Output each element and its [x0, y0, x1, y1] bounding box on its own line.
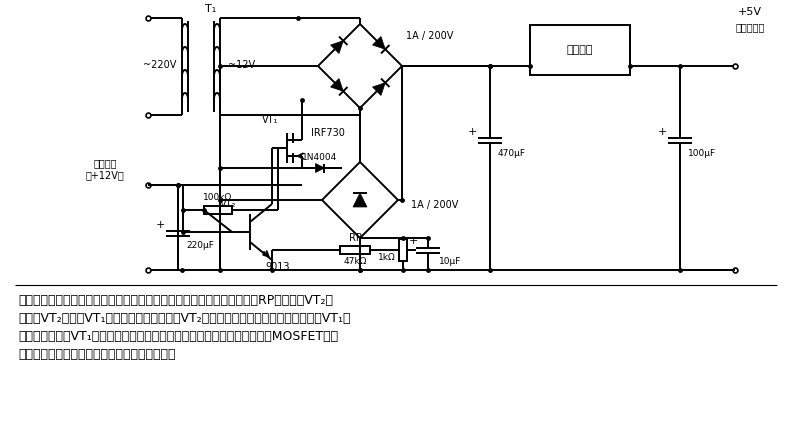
Bar: [204, 206, 232, 214]
Text: 470μF: 470μF: [498, 149, 526, 157]
Text: ~220V: ~220V: [143, 60, 177, 70]
Text: 10μF: 10μF: [439, 258, 461, 266]
Polygon shape: [372, 83, 385, 96]
Text: +: +: [657, 127, 667, 137]
Text: +: +: [155, 220, 165, 230]
Text: 100μF: 100μF: [688, 149, 716, 157]
Text: VT₂: VT₂: [220, 199, 236, 209]
Text: （接负载）: （接负载）: [735, 22, 765, 32]
Text: IRF730: IRF730: [311, 128, 345, 138]
Polygon shape: [330, 78, 343, 91]
Text: 电池电压: 电池电压: [93, 158, 116, 168]
Bar: [399, 239, 407, 261]
Text: 基极，VT₂导通，VT₁截止。当市电中断时，VT₂由导通转为截止，此时功率场效应管VT₁导: 基极，VT₂导通，VT₁截止。当市电中断时，VT₂由导通转为截止，此时功率场效应…: [18, 311, 351, 325]
Text: 稳压电源: 稳压电源: [567, 45, 593, 55]
Text: T₁: T₁: [205, 4, 217, 14]
Text: 通，蓄电池通过VT₁加于稳压电路，输出稳定的直流电压供负载。由于采用MOSFET进行: 通，蓄电池通过VT₁加于稳压电路，输出稳定的直流电压供负载。由于采用MOSFET…: [18, 329, 338, 343]
Text: 1A / 200V: 1A / 200V: [406, 31, 454, 41]
Polygon shape: [315, 164, 325, 172]
Text: 1A / 200V: 1A / 200V: [411, 200, 459, 210]
Text: +: +: [409, 236, 417, 246]
Text: 快速电子切换，本电路达到电源不间断的目的。: 快速电子切换，本电路达到电源不间断的目的。: [18, 348, 176, 360]
Text: +: +: [467, 127, 477, 137]
Polygon shape: [330, 41, 343, 53]
Polygon shape: [372, 37, 385, 49]
Text: 1N4004: 1N4004: [303, 153, 337, 161]
Text: +5V: +5V: [738, 7, 762, 17]
Text: 1kΩ: 1kΩ: [378, 254, 396, 262]
Text: 压后输出，供负载工作。同时，另一路通过整流、滤波产生的直流电压经RP分压加到VT₂的: 压后输出，供负载工作。同时，另一路通过整流、滤波产生的直流电压经RP分压加到VT…: [18, 294, 333, 306]
Text: 9013: 9013: [266, 262, 290, 272]
Text: （+12V）: （+12V）: [86, 170, 124, 180]
Polygon shape: [353, 193, 367, 207]
Text: VT₁: VT₁: [262, 115, 278, 125]
Bar: [530, 25, 630, 75]
Bar: [340, 246, 370, 254]
Text: 220μF: 220μF: [186, 240, 214, 250]
Text: 100kΩ: 100kΩ: [204, 194, 233, 202]
Text: RP: RP: [348, 233, 361, 243]
Text: ~12V: ~12V: [228, 60, 256, 70]
Text: 47kΩ: 47kΩ: [343, 258, 367, 266]
